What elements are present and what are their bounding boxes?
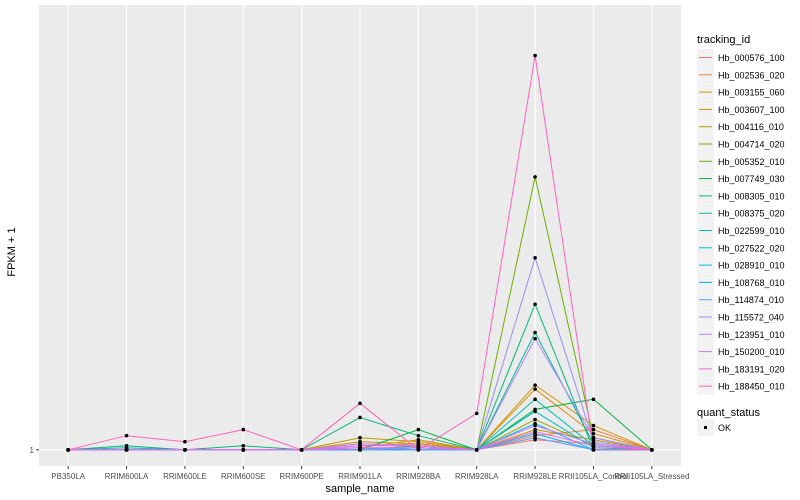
data-point	[533, 336, 537, 341]
data-point	[591, 443, 596, 448]
data-point	[533, 417, 537, 422]
point-legend-marker	[704, 426, 707, 429]
y-axis-title: FPKM + 1	[6, 227, 18, 276]
data-point	[183, 448, 187, 452]
data-point	[124, 448, 129, 452]
x-tick-label: RRIM600LA	[105, 472, 149, 481]
legend-label: Hb_027522_020	[718, 243, 785, 253]
legend-label: Hb_007749_030	[718, 174, 785, 184]
x-tick-label: RRIM928BA	[396, 472, 441, 481]
y-tick-label: 1	[30, 446, 35, 455]
legend-label: Hb_188450_010	[718, 382, 785, 392]
legend-label: Hb_114874_010	[718, 295, 784, 305]
data-point	[358, 401, 362, 406]
data-point	[650, 448, 654, 452]
data-point	[591, 448, 596, 452]
legend-label: Hb_004714_020	[718, 140, 785, 150]
legend-label: Hb_108768_010	[718, 278, 785, 288]
x-tick-label: RRIM600LE	[163, 472, 207, 481]
legend-label: Hb_008305_010	[718, 191, 785, 201]
x-tick-label: RRII105LA_Control	[559, 472, 629, 481]
data-point	[533, 330, 537, 335]
data-point	[416, 433, 421, 438]
data-point	[533, 429, 537, 434]
data-point	[533, 423, 537, 428]
x-tick-label: RRIM928LE	[513, 472, 557, 481]
data-point	[358, 415, 362, 420]
data-point	[416, 439, 421, 444]
data-point	[591, 397, 596, 402]
x-tick-label: RRIM600SE	[221, 472, 265, 481]
x-tick-label: RRII105LA_Stressed	[614, 472, 689, 481]
legend-label: Hb_004116_010	[718, 122, 784, 132]
data-point	[533, 383, 537, 387]
data-point	[241, 427, 246, 432]
data-point	[533, 435, 537, 440]
x-tick-label: RRIM600PE	[279, 472, 323, 481]
legend-title: tracking_id	[697, 34, 750, 46]
legend-label: Hb_123951_010	[718, 330, 785, 340]
x-tick-label: RRIM901LA	[338, 472, 382, 481]
data-point	[241, 448, 246, 452]
data-point	[533, 53, 537, 58]
legend-label: Hb_150200_010	[718, 347, 785, 357]
data-point	[533, 409, 537, 414]
y-axis-ticks: 1	[30, 446, 39, 455]
data-point	[416, 448, 421, 452]
point-legend-label: OK	[718, 423, 731, 433]
data-point	[591, 435, 596, 440]
legend-label: Hb_183191_020	[718, 364, 785, 374]
data-point	[533, 302, 537, 307]
data-point	[474, 448, 479, 452]
data-point	[591, 427, 596, 432]
data-point	[358, 446, 362, 450]
data-point	[416, 427, 421, 432]
legend-label: Hb_028910_010	[718, 261, 785, 271]
legend-label: Hb_003155_060	[718, 88, 785, 98]
data-point	[533, 175, 537, 179]
data-point	[533, 255, 537, 260]
legend-label: Hb_003607_100	[718, 105, 785, 115]
legend-label: Hb_002536_020	[718, 70, 785, 80]
data-point	[474, 411, 479, 416]
data-point	[591, 431, 596, 436]
data-point	[241, 443, 246, 448]
legend-label: Hb_022599_010	[718, 226, 785, 236]
legend-label: Hb_008375_020	[718, 209, 785, 219]
x-tick-label: PB350LA	[51, 472, 85, 481]
data-points	[66, 53, 654, 452]
data-point	[124, 433, 129, 438]
data-point	[591, 423, 596, 428]
data-point	[533, 387, 537, 391]
data-point	[358, 435, 362, 440]
legend-label: Hb_115572_040	[718, 313, 784, 323]
data-point	[299, 448, 304, 452]
legend: Hb_000576_100 Hb_002536_020 Hb_003155_060 H…	[697, 49, 785, 395]
x-tick-label: RRIM928LA	[455, 472, 499, 481]
x-axis-title: sample_name	[325, 483, 394, 495]
point-legend-title: quant_status	[697, 407, 760, 419]
data-point	[66, 448, 70, 452]
x-axis-ticks: PB350LA RRIM600LA RRIM600LE RRIM600SE RRIM60…	[51, 466, 689, 481]
data-point	[533, 397, 537, 402]
legend-label: Hb_005352_010	[718, 157, 785, 167]
data-point	[183, 439, 187, 444]
legend-label: Hb_000576_100	[718, 53, 785, 63]
